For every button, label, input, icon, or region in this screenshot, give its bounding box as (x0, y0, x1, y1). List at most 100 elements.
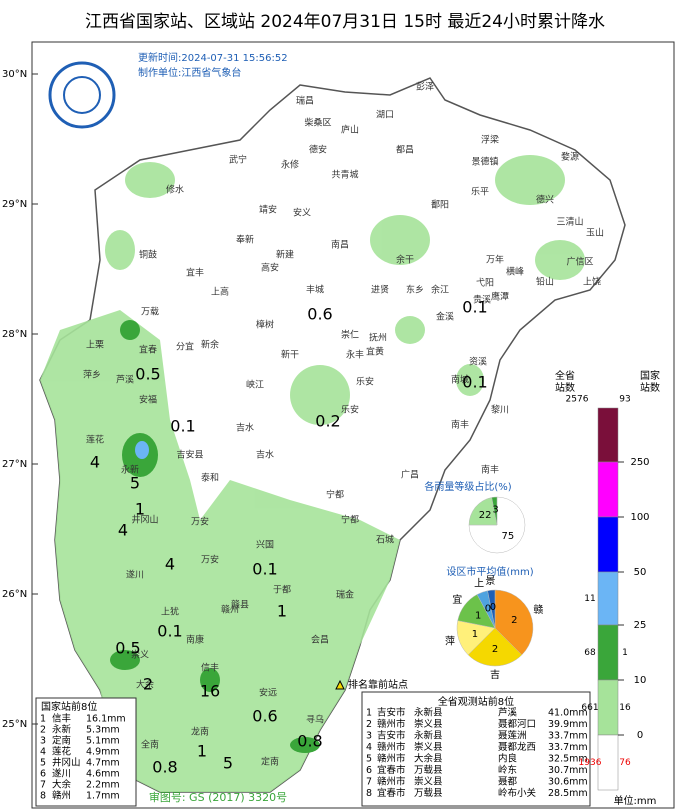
place-name: 寻乌 (306, 714, 324, 726)
legend-count: 16 (619, 703, 631, 713)
pie-label: 1 (472, 629, 478, 640)
place-name: 石城 (376, 535, 394, 546)
national-row: 永新 (52, 724, 72, 736)
place-name: 广昌 (401, 469, 419, 481)
place-name: 宜春 (139, 344, 157, 356)
national-row: 1 (40, 714, 46, 725)
place-name: 武宁 (229, 154, 247, 166)
place-name: 进贤 (371, 285, 389, 296)
place-name: 遂川 (126, 569, 144, 581)
legend-threshold: 250 (630, 457, 649, 468)
map-code: 审图号: GS (2017) 3320号 (149, 790, 287, 804)
national-box (35, 697, 137, 807)
place-name: 樟树 (256, 319, 274, 331)
rain-value: 1 (197, 742, 207, 761)
place-name: 铅山 (536, 276, 554, 288)
all-title: 全省观测站前8位 (438, 695, 514, 708)
pie-name: 上 (474, 578, 484, 590)
pie-slice (491, 496, 498, 526)
place-name: 吉水 (236, 422, 254, 434)
logo (48, 61, 116, 129)
all-row: 万载县 (414, 787, 443, 799)
rain-value: 4 (165, 555, 175, 574)
all-row: 永新县 (414, 707, 443, 719)
all-row: 3 (366, 731, 372, 742)
national-row: 信丰 (52, 713, 71, 725)
all-row: 赣州市 (377, 776, 406, 788)
all-row: 39.9mm (548, 719, 588, 730)
legend-header: 全省站数 (555, 369, 575, 394)
pie-slice (487, 589, 496, 629)
place-name: 龙南 (191, 726, 209, 738)
place-name: 修水 (166, 184, 184, 196)
legend-threshold: 25 (634, 620, 647, 631)
logo-inner (63, 76, 101, 114)
rain-value: 0.1 (157, 622, 182, 641)
all-row: 吉安市 (377, 730, 406, 742)
national-row: 4.6mm (86, 769, 120, 780)
national-row: 3 (40, 736, 46, 747)
national-row: 遂川 (52, 768, 71, 780)
rain-areas (40, 155, 585, 792)
legend-swatch (597, 461, 619, 518)
rain-value: 0.5 (115, 639, 140, 658)
national-row: 4.7mm (86, 758, 120, 769)
place-name: 景德镇 (471, 156, 498, 168)
place-name: 分宜 (176, 341, 194, 353)
place-name: 乐安 (356, 376, 374, 388)
place-name: 吉安县 (176, 449, 203, 461)
place-name: 共青城 (331, 169, 358, 181)
legend-count: 1936 (579, 758, 602, 768)
latitude-label: 28°N (2, 329, 27, 340)
place-name: 三清山 (556, 216, 583, 228)
all-row: 岭布小关 (498, 787, 537, 799)
place-name: 德安 (309, 144, 327, 156)
place-name: 乐安 (341, 404, 359, 416)
place-name: 新余 (201, 339, 219, 351)
place-name: 永新 (121, 464, 139, 476)
legend-threshold: 50 (634, 567, 647, 578)
national-row: 16.1mm (86, 714, 126, 725)
place-name: 乐平 (471, 186, 489, 198)
rain-value: 0.5 (135, 365, 160, 384)
place-name: 新建 (276, 249, 294, 261)
all-row: 4 (366, 742, 372, 753)
place-name: 芦溪 (116, 374, 134, 386)
place-name: 南昌 (331, 239, 349, 251)
pie-label: 3 (492, 505, 498, 516)
place-name: 抚州 (369, 332, 387, 344)
place-name: 金溪 (436, 311, 454, 323)
all-row: 崇义县 (414, 719, 443, 730)
rain-value: 1 (277, 602, 287, 621)
place-name: 瑞金 (336, 589, 354, 601)
place-name: 彭泽 (416, 81, 434, 93)
place-name: 万年 (486, 254, 504, 266)
station-icon (335, 679, 345, 690)
producer: 制作单位:江西省气象台 (138, 66, 241, 79)
pie-name: 赣 (533, 603, 543, 616)
latitude-label: 26°N (2, 589, 27, 600)
place-name: 瑞昌 (296, 95, 314, 107)
place-name: 资溪 (469, 356, 487, 368)
legend-threshold: 10 (634, 675, 647, 686)
place-name: 余江 (431, 284, 449, 296)
all-row: 33.7mm (548, 742, 588, 753)
all-row: 内良 (498, 753, 518, 765)
place-name: 横峰 (506, 266, 524, 278)
all-row: 永新县 (414, 730, 443, 742)
all-box (361, 691, 591, 807)
national-row: 2 (40, 725, 46, 736)
place-name: 庐山 (341, 124, 359, 136)
place-name: 会昌 (311, 634, 329, 646)
all-row: 28.5mm (548, 788, 588, 799)
national-row: 5.3mm (86, 725, 120, 736)
latitude-label: 30°N (2, 69, 27, 80)
place-name: 高安 (261, 262, 279, 274)
all-row: 赣州市 (377, 753, 406, 765)
place-name: 万安 (191, 516, 209, 528)
national-row: 井冈山 (52, 757, 81, 769)
all-row: 7 (366, 777, 372, 788)
place-name: 萍乡 (83, 370, 101, 381)
rain-value: 5 (223, 754, 233, 773)
rain-value: 0.2 (315, 412, 340, 431)
